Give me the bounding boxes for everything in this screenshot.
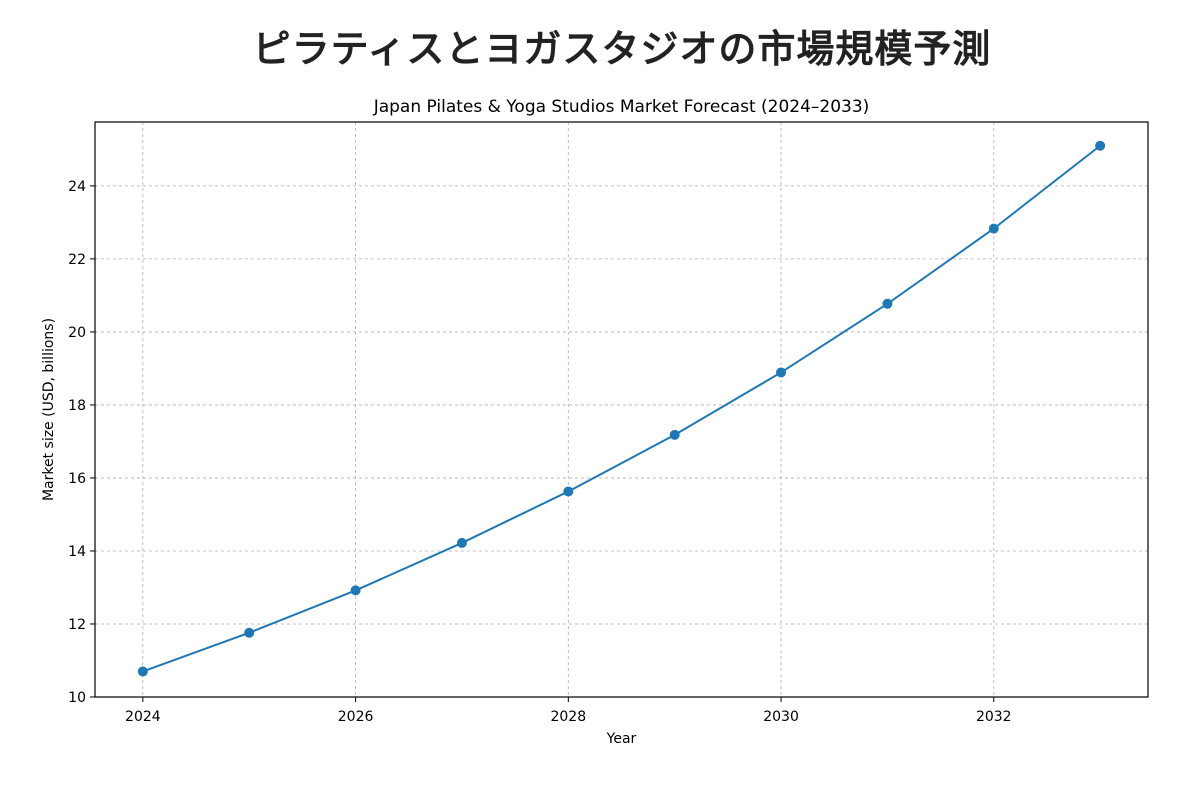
series-layer	[137, 140, 1106, 677]
y-tick-label: 12	[68, 617, 86, 633]
x-tick-label: 2026	[338, 709, 374, 725]
y-axis: 10 12 14 16 18 20 22 24	[68, 179, 95, 706]
data-point	[882, 298, 893, 309]
y-tick-label: 22	[68, 252, 86, 268]
y-tick-label: 20	[68, 325, 86, 341]
data-point	[776, 367, 787, 378]
y-tick-label: 16	[68, 471, 86, 487]
data-point	[137, 666, 148, 677]
data-point	[1095, 140, 1106, 151]
data-point	[988, 223, 999, 234]
y-tick-label: 10	[68, 690, 86, 706]
x-axis-label: Year	[606, 731, 637, 747]
figure-suptitle: ピラティスとヨガスタジオの市場規模予測	[252, 26, 992, 71]
x-tick-label: 2032	[976, 709, 1012, 725]
y-tick-label: 18	[68, 398, 86, 414]
data-point	[669, 429, 680, 440]
y-tick-label: 24	[68, 179, 86, 195]
data-point	[350, 585, 361, 596]
x-axis: 2024 2026 2028 2030 2032	[125, 697, 1012, 725]
chart-title: Japan Pilates & Yoga Studios Market Fore…	[373, 97, 870, 117]
x-tick-label: 2030	[763, 709, 799, 725]
x-tick-label: 2028	[550, 709, 586, 725]
y-axis-label: Market size (USD, billions)	[41, 318, 57, 501]
gridlines	[95, 122, 1148, 698]
data-point	[456, 537, 467, 548]
data-point	[563, 486, 574, 497]
series-line	[142, 144, 1101, 673]
plot-frame	[94, 121, 1149, 698]
x-tick-label: 2024	[125, 709, 161, 725]
data-point	[244, 627, 255, 638]
y-tick-label: 14	[68, 544, 86, 560]
